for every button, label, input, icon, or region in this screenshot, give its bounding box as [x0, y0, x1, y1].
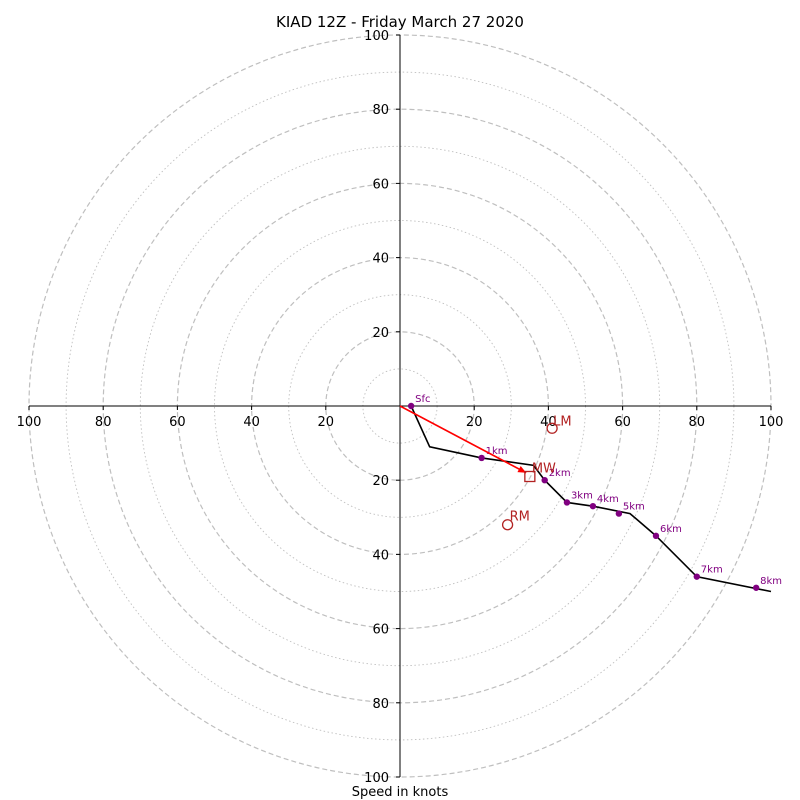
mean-wind-marker: [524, 470, 536, 483]
height-marker-6km: [652, 532, 660, 540]
mean-wind-arrow: [399, 405, 527, 474]
x-tick-label: 80: [689, 415, 706, 430]
chart-title: KIAD 12Z - Friday March 27 2020: [276, 13, 524, 31]
height-marker-8km: [752, 584, 760, 591]
x-tick-label: 40: [540, 415, 557, 430]
x-axis-label: Speed in knots: [352, 785, 449, 800]
y-tick-label: 40: [372, 548, 389, 563]
x-tick-label: 80: [95, 415, 112, 430]
tick-labels: 100 80 60 40 20 20 40 60 80 100 100 80 60 40 20 20 40 60 8…: [17, 29, 784, 786]
mean-wind-label: MW: [532, 461, 556, 476]
height-marker-4km: [589, 502, 597, 510]
y-tick-label: 100: [364, 771, 389, 786]
height-label-1km: 1km: [486, 446, 508, 457]
height-label-8km: 8km: [760, 576, 782, 587]
height-marker-7km: [693, 573, 700, 580]
height-label-2km: 2km: [549, 468, 571, 479]
x-tick-label: 20: [318, 415, 335, 430]
y-tick-label: 100: [364, 29, 389, 44]
x-tick-label: 40: [243, 415, 260, 430]
right-mover-marker: [501, 519, 514, 531]
x-tick-label: 100: [759, 415, 784, 430]
x-tick-label: 20: [466, 415, 483, 430]
height-marker-5km: [615, 510, 623, 517]
height-marker-sfc: [407, 402, 415, 410]
left-mover-label: LM: [553, 414, 571, 429]
height-label-6km: 6km: [660, 524, 682, 535]
height-label-5km: 5km: [623, 502, 645, 513]
height-marker-3km: [563, 499, 571, 506]
y-tick-label: 20: [372, 326, 389, 341]
height-marker-1km: [478, 454, 485, 462]
y-tick-label: 60: [372, 623, 389, 638]
y-tick-label: 40: [372, 252, 389, 267]
right-mover-label: RM: [510, 510, 530, 525]
height-label-4km: 4km: [597, 494, 619, 505]
height-label-sfc: Sfc: [415, 394, 430, 405]
left-mover-marker: [546, 422, 558, 434]
mean-wind-arrowhead: [517, 465, 527, 473]
height-marker-2km: [541, 477, 548, 484]
y-tick-label: 20: [372, 474, 389, 489]
storm-motion: LM MW RM: [399, 405, 572, 531]
x-tick-label: 60: [614, 415, 631, 430]
y-tick-label: 80: [372, 103, 389, 118]
x-tick-label: 100: [17, 415, 42, 430]
height-label-3km: 3km: [571, 490, 593, 501]
x-tick-label: 60: [169, 415, 186, 430]
y-tick-label: 60: [372, 177, 389, 192]
height-label-7km: 7km: [701, 565, 723, 576]
y-tick-label: 80: [372, 697, 389, 712]
